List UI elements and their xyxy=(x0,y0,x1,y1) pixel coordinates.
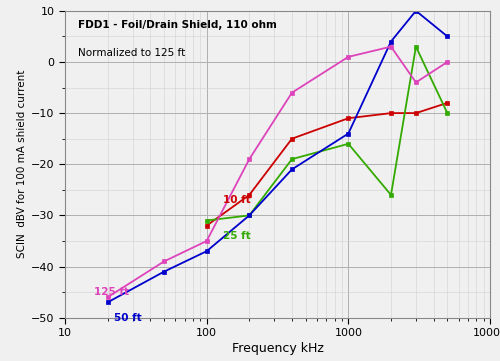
Y-axis label: SCIN  dBV for 100 mA shield current: SCIN dBV for 100 mA shield current xyxy=(17,70,27,258)
Text: 25 ft: 25 ft xyxy=(223,231,250,241)
Text: 10 ft: 10 ft xyxy=(223,195,250,205)
Text: 125 ft: 125 ft xyxy=(94,287,129,297)
Text: Normalized to 125 ft: Normalized to 125 ft xyxy=(78,48,185,58)
Text: 50 ft: 50 ft xyxy=(114,313,141,323)
X-axis label: Frequency kHz: Frequency kHz xyxy=(232,342,324,355)
Text: FDD1 - Foil/Drain Shield, 110 ohm: FDD1 - Foil/Drain Shield, 110 ohm xyxy=(78,20,276,30)
